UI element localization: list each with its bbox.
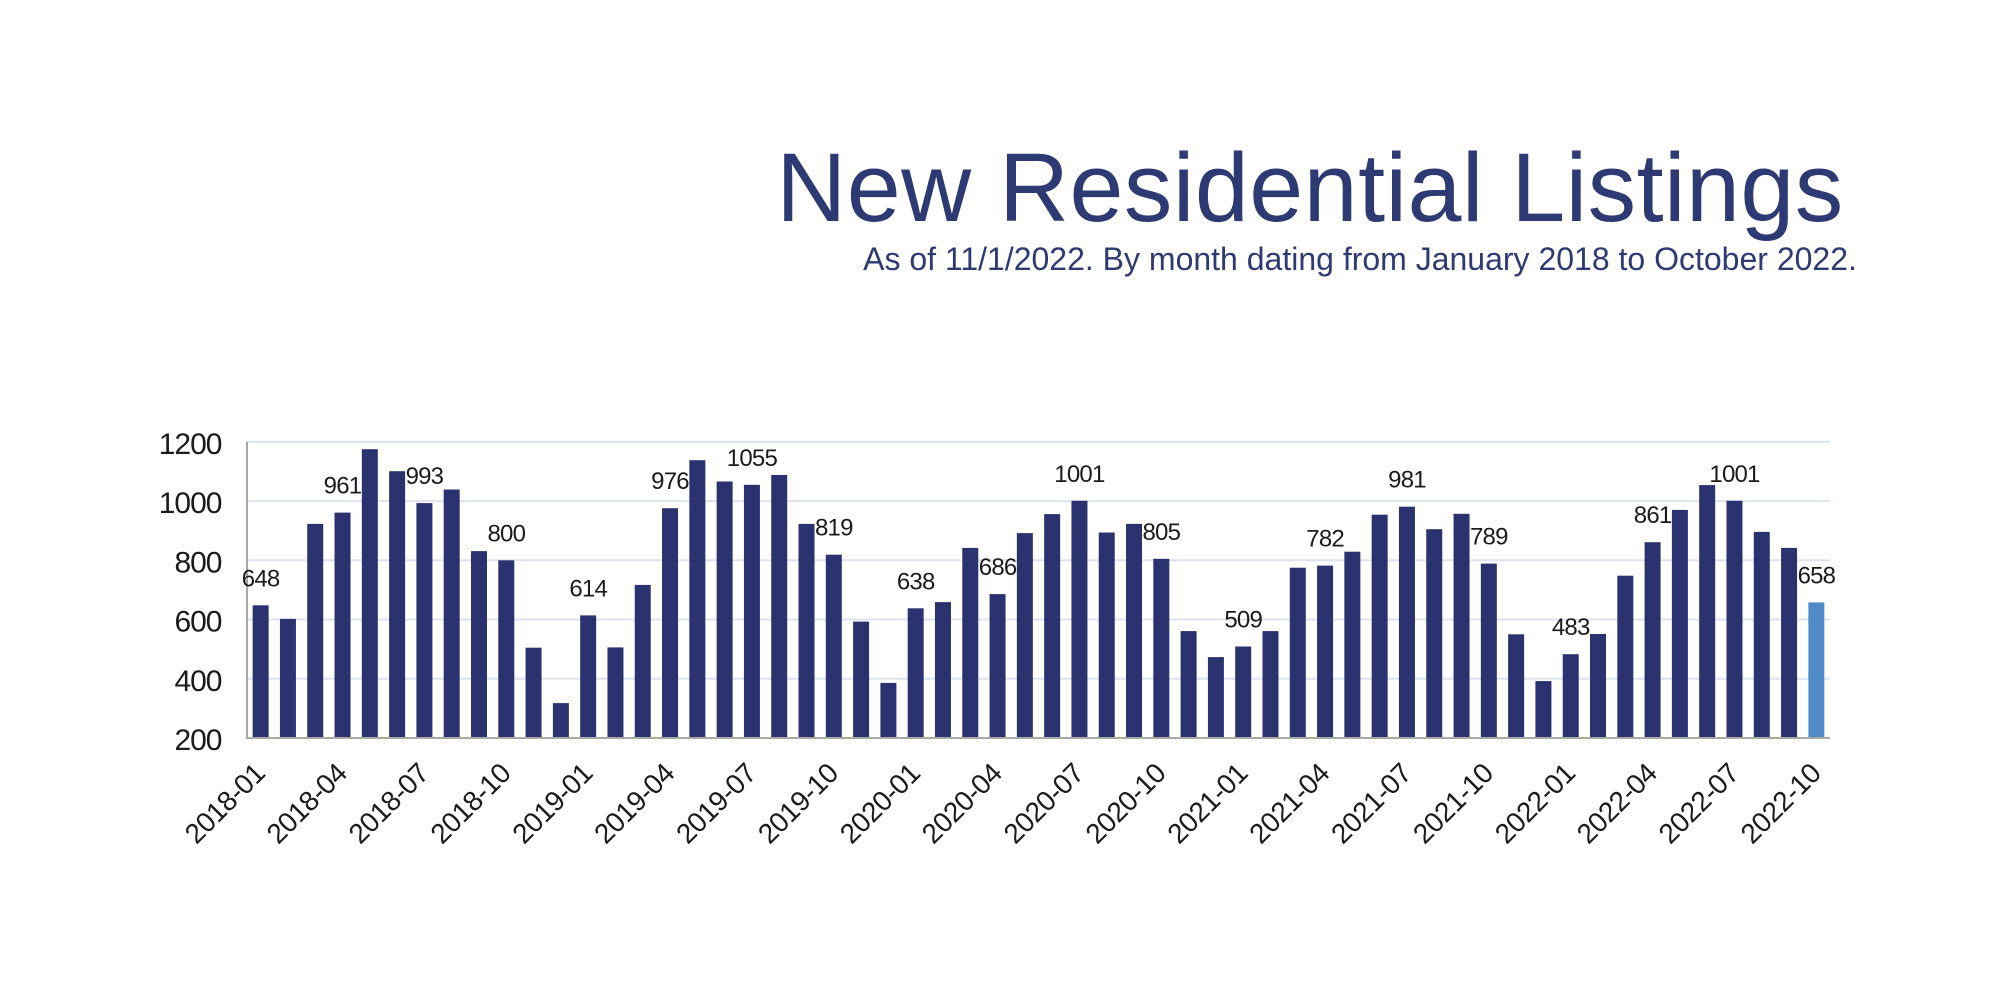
svg-text:648: 648	[242, 565, 280, 592]
svg-text:658: 658	[1798, 562, 1836, 589]
svg-text:1200: 1200	[159, 428, 222, 461]
svg-text:686: 686	[979, 554, 1017, 581]
svg-text:805: 805	[1142, 519, 1180, 546]
svg-text:1001: 1001	[1054, 461, 1105, 488]
svg-text:789: 789	[1470, 524, 1508, 551]
svg-text:483: 483	[1552, 614, 1590, 641]
svg-text:200: 200	[174, 724, 221, 757]
svg-text:976: 976	[651, 468, 689, 495]
svg-text:981: 981	[1388, 467, 1426, 494]
svg-text:993: 993	[406, 463, 444, 490]
svg-text:600: 600	[174, 606, 221, 639]
svg-text:1055: 1055	[727, 445, 778, 472]
svg-text:1001: 1001	[1709, 461, 1760, 488]
svg-text:1000: 1000	[159, 487, 222, 520]
svg-text:819: 819	[815, 515, 853, 542]
svg-text:400: 400	[174, 665, 221, 698]
svg-text:782: 782	[1306, 526, 1344, 553]
svg-text:As of 11/1/2022. By month dati: As of 11/1/2022. By month dating from Ja…	[863, 241, 1857, 277]
svg-text:861: 861	[1634, 502, 1672, 529]
svg-text:New Residential Listings: New Residential Listings	[776, 133, 1844, 242]
svg-text:509: 509	[1224, 607, 1262, 634]
svg-text:614: 614	[569, 575, 607, 602]
svg-text:961: 961	[324, 473, 362, 500]
svg-text:800: 800	[487, 520, 525, 547]
svg-text:800: 800	[174, 546, 221, 579]
svg-text:638: 638	[897, 568, 935, 595]
